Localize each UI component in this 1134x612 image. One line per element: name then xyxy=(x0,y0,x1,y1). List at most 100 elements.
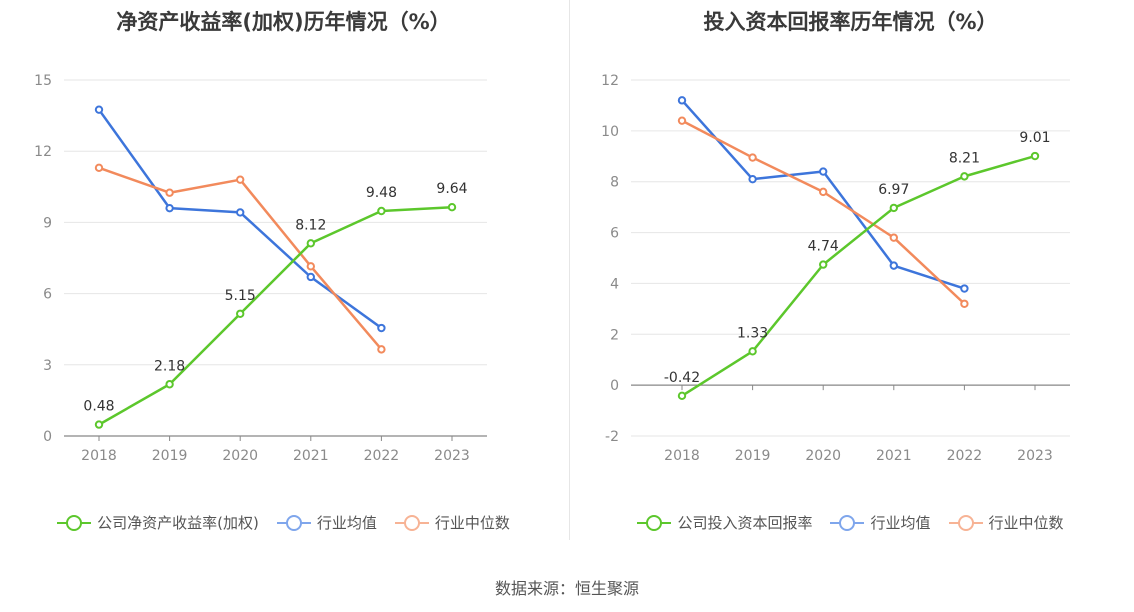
x-tick-label: 2018 xyxy=(664,448,700,464)
data-point-avg xyxy=(306,272,315,282)
data-point-company xyxy=(377,206,386,216)
y-tick-label: 2 xyxy=(610,327,619,343)
x-tick-label: 2021 xyxy=(293,448,329,464)
y-tick-label: -2 xyxy=(605,429,619,445)
legend-label-company-roe: 公司净资产收益率(加权) xyxy=(97,514,259,532)
panel-divider xyxy=(569,0,570,540)
legend-marker-median xyxy=(948,514,983,532)
data-point-avg xyxy=(677,96,687,105)
y-tick-label: 0 xyxy=(610,378,619,394)
legend-label-industry-average: 行业均值 xyxy=(316,514,377,532)
data-label: 9.01 xyxy=(1019,130,1050,146)
x-tick-label: 2019 xyxy=(735,448,771,464)
legend-item-company-roic[interactable]: 公司投入资本回报率 xyxy=(637,512,812,533)
y-tick-label: 10 xyxy=(601,124,619,140)
data-point-avg xyxy=(94,105,104,114)
series-line-median xyxy=(98,166,383,351)
data-label: 1.33 xyxy=(737,325,768,341)
x-tick-label: 2020 xyxy=(222,448,258,464)
data-point-avg xyxy=(165,203,174,213)
legend-item-industry-median[interactable]: 行业中位数 xyxy=(394,512,510,533)
data-label: 0.48 xyxy=(83,399,114,415)
series-line-company xyxy=(98,205,453,426)
legend-label-industry-average: 行业均值 xyxy=(870,514,931,532)
x-tick-label: 2023 xyxy=(1017,448,1053,464)
y-tick-label: 12 xyxy=(34,144,52,160)
data-label: 5.15 xyxy=(225,288,256,304)
data-point-company xyxy=(306,239,315,248)
roe-chart-legend: 公司净资产收益率(加权) 行业均值 行业中位数 xyxy=(0,512,567,533)
data-point-company xyxy=(748,347,757,356)
data-point-median xyxy=(306,262,315,271)
y-tick-label: 9 xyxy=(43,215,52,231)
data-label: 4.74 xyxy=(808,239,839,255)
data-label: 2.18 xyxy=(154,358,185,374)
legend-marker-company xyxy=(57,514,92,532)
roe-chart-title: 净资产收益率(加权)历年情况（%） xyxy=(116,10,451,34)
data-point-company xyxy=(819,260,828,269)
y-tick-label: 3 xyxy=(43,358,52,374)
series-line-company xyxy=(681,154,1036,397)
roic-chart-title: 投入资本回报率历年情况（%） xyxy=(703,10,998,34)
x-tick-label: 2022 xyxy=(364,448,400,464)
x-tick-label: 2019 xyxy=(152,448,188,464)
legend-item-industry-average[interactable]: 行业均值 xyxy=(830,512,931,533)
data-point-avg xyxy=(960,284,969,293)
x-tick-label: 2023 xyxy=(434,448,470,464)
data-point-median xyxy=(889,233,898,242)
data-point-avg xyxy=(748,174,757,184)
x-tick-label: 2020 xyxy=(805,448,841,464)
x-tick-label: 2018 xyxy=(81,448,117,464)
y-tick-label: 15 xyxy=(34,73,52,89)
data-label: 8.12 xyxy=(295,217,326,233)
roic-chart-legend: 公司投入资本回报率 行业均值 行业中位数 xyxy=(567,512,1134,533)
y-tick-label: 4 xyxy=(610,276,619,292)
roe-chart-plot: 0 3 6 9 12 15 2018 2019 2020 2021 2022 2023 0.48 2.18… xyxy=(34,73,487,464)
data-point-company xyxy=(94,420,104,429)
legend-marker-median xyxy=(394,514,429,532)
legend-label-company-roic: 公司投入资本回报率 xyxy=(677,514,813,532)
roic-chart-plot: -2 0 2 4 6 8 10 12 2018 2019 2020 2021 2022 2023 -0.42… xyxy=(601,73,1070,464)
data-point-avg xyxy=(819,167,828,176)
data-point-avg xyxy=(236,208,245,217)
data-point-median xyxy=(165,188,174,197)
data-point-avg xyxy=(889,261,898,270)
legend-marker-average xyxy=(276,514,311,532)
data-label: 6.97 xyxy=(878,182,909,198)
y-tick-label: 0 xyxy=(43,429,52,445)
data-point-company xyxy=(677,391,687,401)
legend-item-industry-median[interactable]: 行业中位数 xyxy=(948,512,1064,533)
y-tick-label: 6 xyxy=(610,226,619,242)
data-point-median xyxy=(960,299,969,308)
data-point-company xyxy=(1030,151,1040,161)
data-point-avg xyxy=(377,323,386,333)
data-point-company xyxy=(960,172,969,181)
data-point-median xyxy=(377,345,386,354)
data-label: 8.21 xyxy=(949,150,980,166)
y-tick-label: 12 xyxy=(601,73,619,89)
roic-chart-panel: 投入资本回报率历年情况（%） -2 0 2 4 6 8 10 12 2018 2019 2020 20… xyxy=(567,0,1134,560)
data-point-median xyxy=(677,116,687,125)
data-point-median xyxy=(819,187,828,197)
x-tick-label: 2021 xyxy=(876,448,912,464)
data-point-company xyxy=(165,380,174,389)
data-label: -0.42 xyxy=(664,370,700,386)
data-point-median xyxy=(236,175,245,184)
y-tick-label: 6 xyxy=(43,287,52,303)
data-point-company xyxy=(236,309,245,318)
legend-label-industry-median: 行业中位数 xyxy=(988,514,1064,532)
legend-item-industry-average[interactable]: 行业均值 xyxy=(276,512,377,533)
roe-chart-panel: 净资产收益率(加权)历年情况（%） 0 3 6 9 12 15 2018 2019 2020 20… xyxy=(0,0,567,560)
legend-label-industry-median: 行业中位数 xyxy=(434,514,510,532)
legend-item-company-roe[interactable]: 公司净资产收益率(加权) xyxy=(57,512,259,533)
data-point-company xyxy=(447,203,457,212)
data-label: 9.48 xyxy=(366,185,397,201)
legend-marker-average xyxy=(830,514,865,532)
data-point-median xyxy=(94,163,104,173)
data-source-note: 数据来源：恒生聚源 xyxy=(494,579,639,598)
legend-marker-company xyxy=(637,514,672,532)
y-tick-label: 8 xyxy=(610,175,619,191)
data-point-company xyxy=(889,203,898,213)
data-label: 9.64 xyxy=(436,181,467,197)
data-point-median xyxy=(748,153,757,162)
